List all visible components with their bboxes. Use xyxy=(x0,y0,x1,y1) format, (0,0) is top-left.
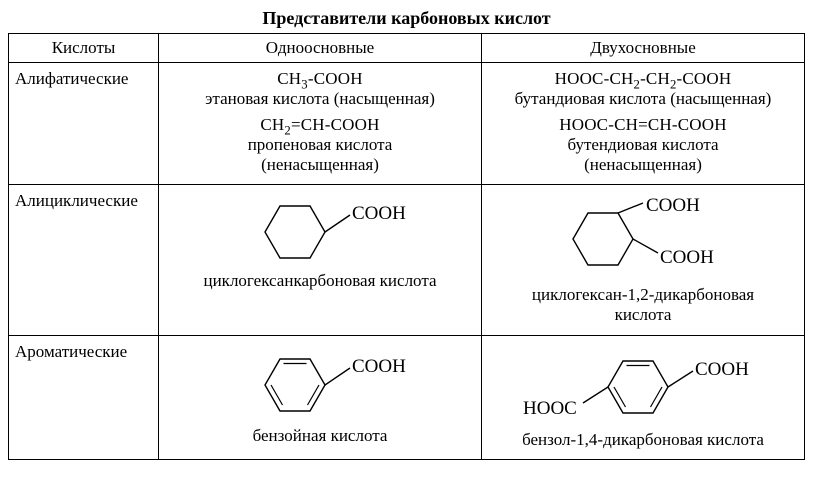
aliphatic-di-cell: HOOC-CH2-CH2-COOH бутандиовая кислота (н… xyxy=(482,63,805,185)
aliphatic-mono-name2b: (ненасыщенная) xyxy=(163,155,477,175)
aliphatic-mono-name1: этановая кислота (насыщенная) xyxy=(163,89,477,109)
cyclohexane-cooh-structure: COOH xyxy=(163,193,477,271)
aromatic-di-name: бензол-1,4-дикарбоновая кислота xyxy=(486,430,800,450)
cyclohexane-12-dicooh-structure: COOH COOH xyxy=(486,193,800,285)
benzene-14-dicooh-structure: COOH HOOC xyxy=(486,344,800,430)
aliphatic-label: Алифатические xyxy=(9,63,159,185)
svg-text:HOOC: HOOC xyxy=(523,398,577,419)
aliphatic-di-name2a: бутендиовая кислота xyxy=(486,135,800,155)
aromatic-mono-cell: COOH бензойная кислота xyxy=(159,335,482,460)
svg-text:COOH: COOH xyxy=(352,203,406,224)
svg-text:COOH: COOH xyxy=(660,247,714,268)
aliphatic-mono-cell: CH3-COOH этановая кислота (насыщенная) C… xyxy=(159,63,482,185)
aliphatic-di-formula2: HOOC-CH=CH-COOH xyxy=(486,115,800,135)
aliphatic-mono-formula1: CH3-COOH xyxy=(163,69,477,89)
aromatic-mono-name: бензойная кислота xyxy=(163,426,477,446)
svg-text:COOH: COOH xyxy=(352,356,406,377)
aliphatic-di-name2b: (ненасыщенная) xyxy=(486,155,800,175)
page-title: Представители карбоновых кислот xyxy=(8,8,805,29)
aliphatic-mono-name2a: пропеновая кислота xyxy=(163,135,477,155)
acids-table: Кислоты Одноосновные Двухосновные Алифат… xyxy=(8,33,805,460)
aliphatic-mono-formula2: CH2=CH-COOH xyxy=(163,115,477,135)
aromatic-di-cell: COOH HOOC бензол-1,4-дикарбоновая кислот… xyxy=(482,335,805,460)
row-alicyclic: Алициклические COOH циклогексанкарбонова… xyxy=(9,185,805,335)
aromatic-label: Ароматические xyxy=(9,335,159,460)
header-col1: Кислоты xyxy=(9,34,159,63)
aliphatic-di-formula1: HOOC-CH2-CH2-COOH xyxy=(486,69,800,89)
aliphatic-di-name1: бутандиовая кислота (насыщенная) xyxy=(486,89,800,109)
row-aliphatic: Алифатические CH3-COOH этановая кислота … xyxy=(9,63,805,185)
svg-text:COOH: COOH xyxy=(646,195,700,216)
row-aromatic: Ароматические COOH бензойная кислота xyxy=(9,335,805,460)
header-col3: Двухосновные xyxy=(482,34,805,63)
benzene-cooh-structure: COOH xyxy=(163,344,477,426)
alicyclic-mono-name: циклогексанкарбоновая кислота xyxy=(163,271,477,291)
header-col2: Одноосновные xyxy=(159,34,482,63)
alicyclic-label: Алициклические xyxy=(9,185,159,335)
table-header-row: Кислоты Одноосновные Двухосновные xyxy=(9,34,805,63)
alicyclic-di-name-b: кислота xyxy=(486,305,800,325)
svg-text:COOH: COOH xyxy=(695,359,749,380)
alicyclic-di-cell: COOH COOH циклогексан-1,2-дикарбоновая к… xyxy=(482,185,805,335)
alicyclic-di-name-a: циклогексан-1,2-дикарбоновая xyxy=(486,285,800,305)
alicyclic-mono-cell: COOH циклогексанкарбоновая кислота xyxy=(159,185,482,335)
